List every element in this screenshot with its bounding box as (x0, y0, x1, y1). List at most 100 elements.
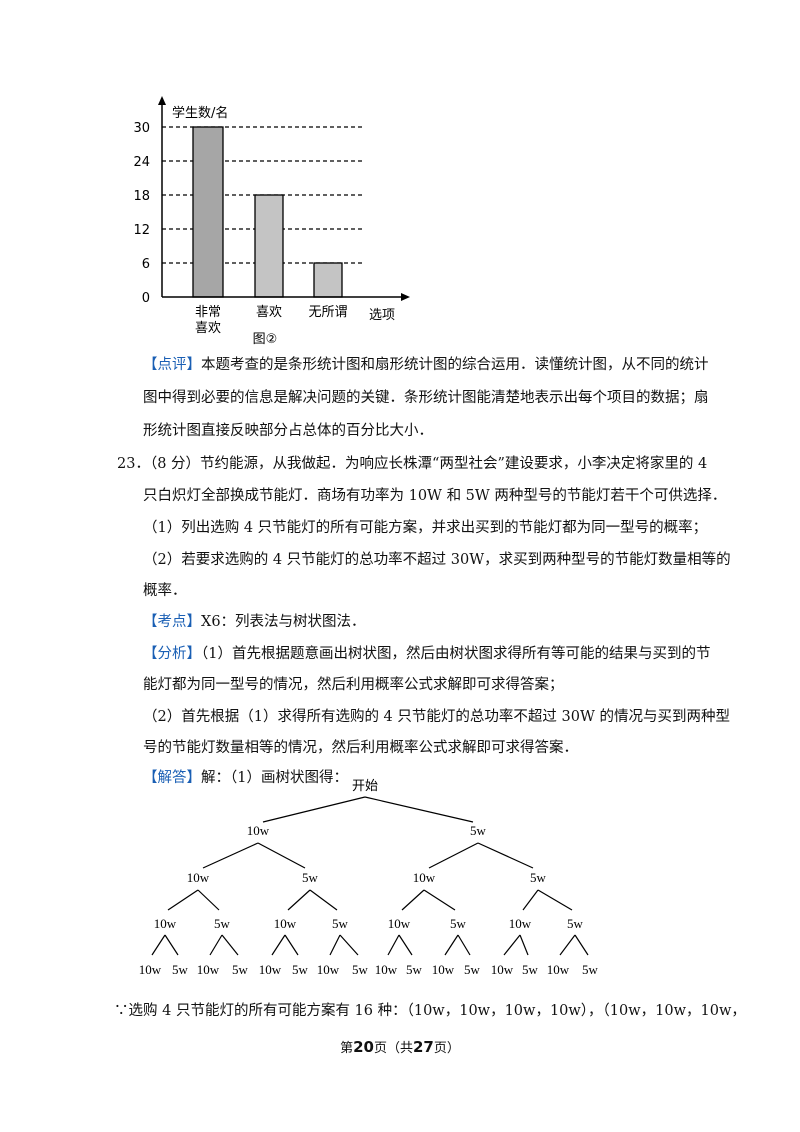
tree-node-l1: 5w (470, 823, 487, 838)
review-tag: 【点评】 (143, 357, 201, 373)
fenxi-line-4: 号的节能灯数量相等的情况，然后利用概率公式求解即可求得答案． (143, 740, 578, 756)
tree-root: 开始 (352, 779, 378, 794)
page-total: 27 (413, 1038, 434, 1056)
tree-branch (537, 889, 573, 911)
bar-非常喜欢 (192, 126, 224, 298)
tree-node-l2: 5w (530, 870, 547, 885)
review-line-2: 图中得到必要的信息是解决问题的关键．条形统计图能清楚地表示出每个项目的数据；扇 (143, 390, 709, 406)
tree-branch (284, 934, 299, 956)
tree-branch (522, 889, 539, 911)
y-tick-label: 6 (142, 257, 150, 272)
y-axis-arrow (158, 96, 166, 105)
tree-branch (167, 889, 199, 911)
problem-line-4: （2）若要求选购的 4 只节能灯的总功率不超过 30W，求买到两种型号的节能灯数… (143, 552, 731, 568)
bar-喜欢 (254, 194, 284, 298)
review-line-3: 形统计图直接反映部分占总体的百分比大小． (143, 423, 433, 439)
tree-node-l3: 10w (274, 916, 297, 931)
tree-branch (329, 934, 341, 956)
tree-node-l4: 5w (352, 962, 369, 977)
tree-node-l3: 5w (450, 916, 467, 931)
kaodian-line: 【考点】X6：列表法与树状图法． (143, 614, 366, 630)
fenxi-line-1: 【分析】（1）首先根据题意画出树状图，然后由树状图求得所有等可能的结果与买到的节 (143, 646, 711, 662)
tree-node-l4: 5w (172, 962, 189, 977)
tree-node-l4: 5w (522, 962, 539, 977)
x-category-label: 无所谓 (308, 305, 347, 320)
tree-diagram: 开始 10w 5w 10w 5w 10w 5w 10w 5w 10w 5w 10w 5w 10w 5w 10w… (139, 779, 599, 977)
tree-labels: 开始 10w 5w 10w 5w 10w 5w 10w 5w 10w 5w 10w 5w 10w 5w 10w… (139, 779, 599, 977)
tree-branch (503, 934, 521, 956)
tree-branch (339, 934, 359, 956)
kaodian-tag: 【考点】 (143, 614, 201, 630)
problem-line-3: （1）列出选购 4 只节能灯的所有可能方案，并求出买到的节能灯都为同一型号的概率… (143, 520, 708, 536)
tree-node-l4: 5w (464, 962, 481, 977)
tree-node-l4: 10w (375, 962, 398, 977)
tree-branch (398, 934, 413, 956)
jieda-line: 【解答】解：（1）画树状图得： (143, 770, 348, 786)
tree-node-l3: 5w (567, 916, 584, 931)
tree-branch (262, 796, 366, 823)
tree-node-l3: 10w (388, 916, 411, 931)
tree-branch (257, 842, 306, 869)
tree-node-l4: 10w (547, 962, 570, 977)
chart-bars (192, 126, 343, 298)
tree-edges (151, 796, 589, 956)
tree-node-l4: 10w (139, 962, 162, 977)
tree-branch (197, 889, 220, 911)
tree-node-l3: 5w (332, 916, 349, 931)
tree-branch (457, 934, 471, 956)
x-category-label: 喜欢 (195, 321, 221, 336)
y-tick-label: 12 (133, 223, 150, 238)
x-axis-arrow (401, 293, 410, 301)
tree-branch (574, 934, 589, 956)
tree-node-l4: 10w (197, 962, 220, 977)
fenxi-line-2: 能灯都为同一型号的情况，然后利用概率公式求解即可求得答案； (143, 677, 564, 693)
tree-branch (221, 934, 239, 956)
problem-line-2: 只白炽灯全部换成节能灯．商场有功率为 10W 和 5W 两种型号的节能灯若干个可… (143, 488, 727, 504)
tree-node-l4: 10w (259, 962, 282, 977)
problem-line-1: 23．（8 分）节约能源，从我做起．为响应长株潭“两型社会”建设要求，小李决定将… (117, 456, 708, 472)
chart-y-label: 学生数/名 (172, 105, 228, 121)
tree-branch (271, 934, 286, 956)
y-tick-label: 30 (133, 121, 150, 136)
tree-branch (444, 934, 459, 956)
y-tick-label: 24 (133, 155, 150, 170)
tree-branch (164, 934, 179, 956)
tree-branch (151, 934, 166, 956)
jieda-tag: 【解答】 (143, 770, 201, 786)
tree-branch (559, 934, 576, 956)
tree-node-l3: 10w (509, 916, 532, 931)
tree-branch (477, 842, 534, 869)
tree-node-l1: 10w (247, 823, 270, 838)
tree-node-l2: 10w (187, 870, 210, 885)
tree-branch (401, 889, 425, 911)
tree-branch (423, 889, 456, 911)
y-tick-label: 0 (142, 291, 150, 306)
tree-node-l4: 10w (432, 962, 455, 977)
tree-branch (519, 934, 529, 956)
tree-node-l4: 10w (491, 962, 514, 977)
bar-无所谓 (313, 262, 343, 298)
chart-y-ticks: 0 6 12 18 24 30 (133, 121, 150, 306)
chart-caption: 图② (253, 332, 278, 347)
page-number: 20 (353, 1038, 374, 1056)
fenxi-tag: 【分析】 (143, 646, 201, 662)
x-category-label: 喜欢 (256, 305, 282, 320)
tree-node-l4: 5w (406, 962, 423, 977)
tree-node-l2: 5w (302, 870, 319, 885)
tree-branch (364, 796, 474, 823)
y-tick-label: 18 (133, 189, 150, 204)
tree-branch (387, 934, 400, 956)
x-category-label: 非常 (195, 305, 221, 320)
conclusion-line: ∵选购 4 只节能灯的所有可能方案有 16 种：（10w，10w，10w，10w… (114, 1003, 746, 1019)
page-footer: 第20页（共27页） (340, 1038, 460, 1056)
fenxi-line-3: （2）首先根据（1）求得所有选购的 4 只节能灯的总功率不超过 30W 的情况与… (143, 709, 730, 725)
tree-node-l4: 5w (232, 962, 249, 977)
tree-node-l3: 10w (154, 916, 177, 931)
problem-line-5: 概率． (143, 583, 187, 599)
chart-x-label: 选项 (369, 308, 395, 323)
tree-branch (202, 842, 259, 869)
tree-node-l2: 10w (413, 870, 436, 885)
tree-branch (309, 889, 338, 911)
